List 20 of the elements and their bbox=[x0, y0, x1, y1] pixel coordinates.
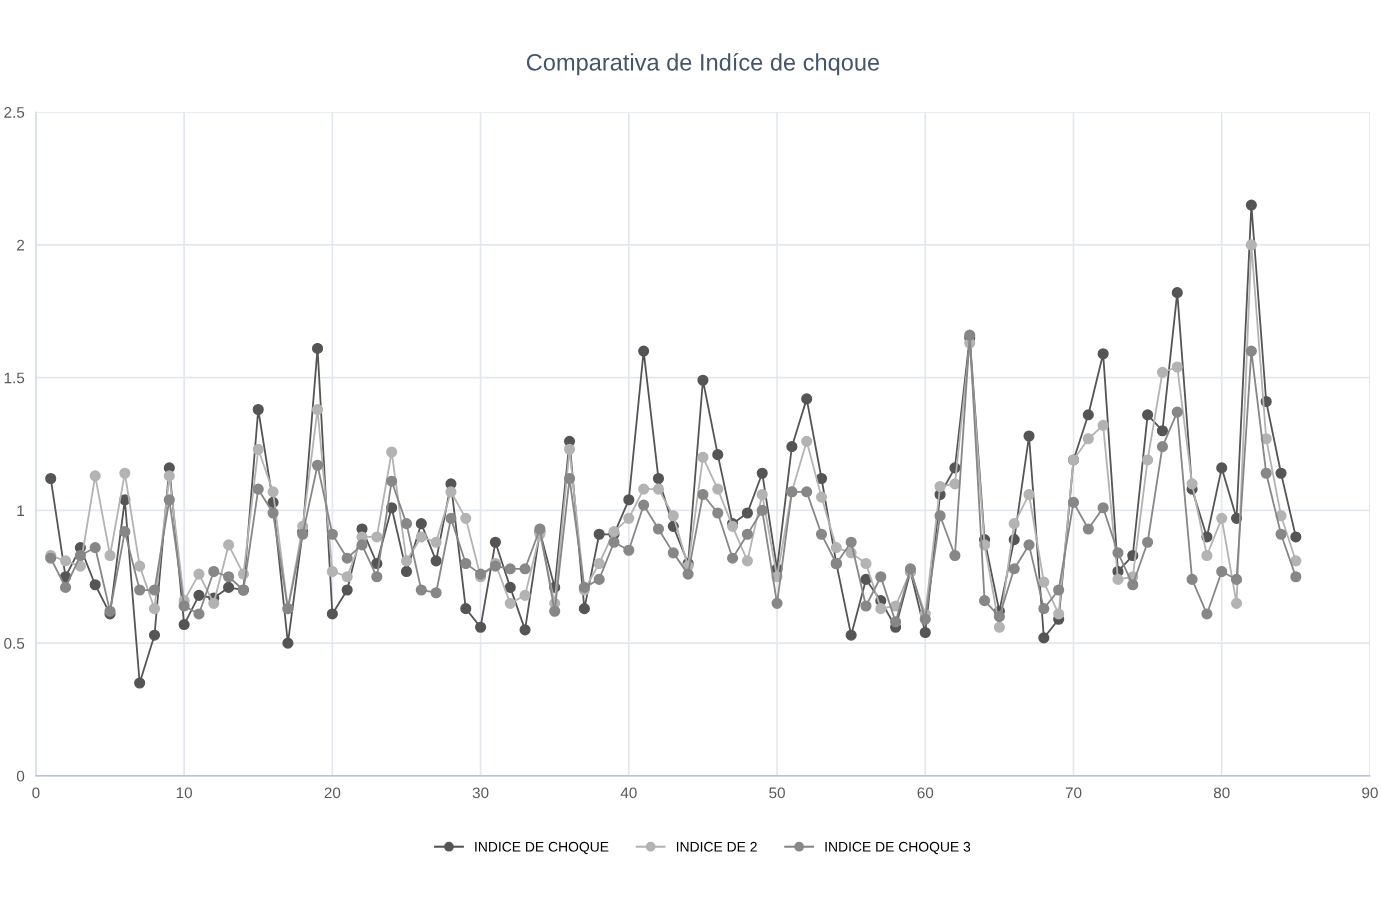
x-tick-label: 0 bbox=[32, 787, 40, 799]
x-tick-label: 10 bbox=[176, 787, 193, 799]
x-tick-label: 50 bbox=[769, 787, 785, 799]
x-tick-label: 60 bbox=[917, 787, 934, 799]
chart-title: Comparativa de Indíce de chqoue bbox=[526, 53, 880, 76]
legend-label: INDICE DE 2 bbox=[676, 841, 757, 852]
y-tick-label: 1 bbox=[17, 505, 25, 516]
x-tick-label: 30 bbox=[472, 787, 489, 799]
y-tick-label: 2.5 bbox=[4, 106, 25, 118]
x-tick-label: 70 bbox=[1065, 787, 1082, 799]
x-tick-label: 90 bbox=[1362, 787, 1378, 799]
y-tick-label: 0 bbox=[16, 770, 25, 782]
legend-label: INDICE DE CHOQUE bbox=[475, 841, 609, 855]
legend-label: INDICE DE CHOQUE 3 bbox=[825, 841, 971, 855]
x-tick-label: 80 bbox=[1213, 787, 1230, 799]
x-tick-label: 40 bbox=[620, 787, 637, 799]
y-tick-label: 2 bbox=[17, 239, 25, 251]
y-tick-label: 1.5 bbox=[4, 372, 25, 384]
x-tick-label: 20 bbox=[324, 787, 341, 799]
y-tick-label: 0.5 bbox=[4, 638, 25, 649]
